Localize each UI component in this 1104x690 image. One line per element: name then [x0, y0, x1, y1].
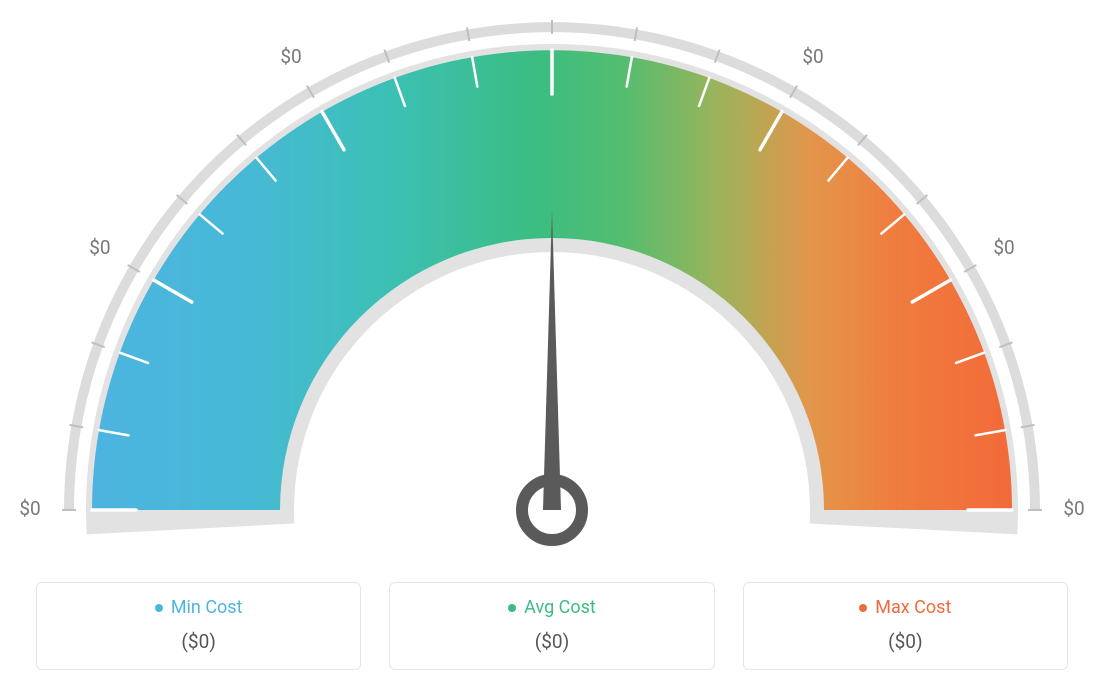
legend-label-min: Min Cost	[171, 597, 243, 618]
svg-text:$0: $0	[1063, 497, 1084, 520]
svg-text:$0: $0	[280, 45, 301, 68]
svg-text:$0: $0	[89, 236, 110, 259]
legend-card-max: Max Cost ($0)	[743, 582, 1068, 671]
legend-value-max: ($0)	[754, 630, 1057, 653]
legend-dot-min	[155, 604, 163, 612]
legend-dot-max	[859, 604, 867, 612]
legend-title-max: Max Cost	[859, 597, 951, 618]
svg-text:$0: $0	[993, 236, 1014, 259]
legend-dot-avg	[508, 604, 516, 612]
legend-card-avg: Avg Cost ($0)	[389, 582, 714, 671]
legend-title-avg: Avg Cost	[508, 597, 596, 618]
legend-label-max: Max Cost	[875, 597, 951, 618]
gauge-cost-widget: $0$0$0$0$0$0$0 Min Cost ($0) Avg Cost ($…	[0, 0, 1104, 690]
svg-text:$0: $0	[802, 45, 823, 68]
gauge-chart: $0$0$0$0$0$0$0	[0, 0, 1104, 560]
legend-row: Min Cost ($0) Avg Cost ($0) Max Cost ($0…	[36, 582, 1068, 671]
svg-text:$0: $0	[19, 497, 40, 520]
legend-value-avg: ($0)	[400, 630, 703, 653]
legend-label-avg: Avg Cost	[524, 597, 596, 618]
legend-value-min: ($0)	[47, 630, 350, 653]
legend-title-min: Min Cost	[155, 597, 243, 618]
gauge-svg: $0$0$0$0$0$0$0	[0, 0, 1104, 560]
legend-card-min: Min Cost ($0)	[36, 582, 361, 671]
